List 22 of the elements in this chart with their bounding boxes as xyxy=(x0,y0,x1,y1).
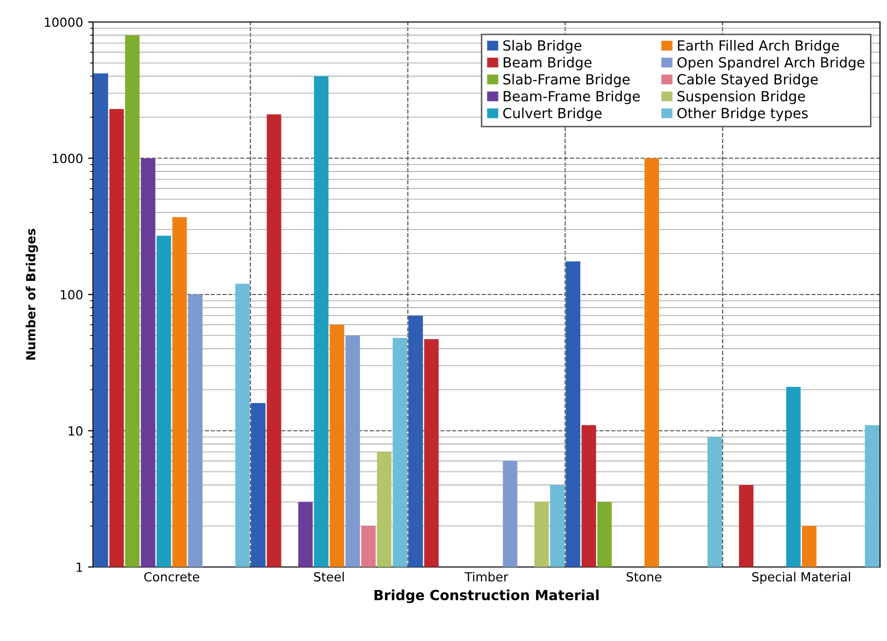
x-tick-label: Steel xyxy=(314,572,344,582)
x-tick-label: Concrete xyxy=(144,572,200,582)
legend-label: Earth Filled Arch Bridge xyxy=(678,40,839,54)
legend-label: Other Bridge types xyxy=(677,108,808,122)
x-axis-title: Bridge Construction Material xyxy=(374,590,599,604)
legend-label: Beam-Frame Bridge xyxy=(504,90,640,104)
legend-label: Slab Bridge xyxy=(503,40,582,54)
y-axis-title: Number of Bridges xyxy=(26,228,38,360)
legend-label: Culvert Bridge xyxy=(503,108,602,122)
legend-label: Suspension Bridge xyxy=(678,90,805,104)
y-tick-label: 1000 xyxy=(52,154,82,164)
y-tick-label: 10000 xyxy=(44,17,82,27)
x-tick-label: Special Material xyxy=(752,572,850,584)
x-tick-label: Stone xyxy=(626,572,662,582)
legend-label: Open Spandrel Arch Bridge xyxy=(677,56,864,70)
y-tick-label: 10 xyxy=(68,426,82,436)
legend-label: Beam Bridge xyxy=(504,56,592,70)
x-tick-label: Timber xyxy=(464,572,508,582)
legend-label: Cable Stayed Bridge xyxy=(677,74,818,88)
legend-label: Slab-Frame Bridge xyxy=(503,74,630,88)
y-tick-label: 1 xyxy=(76,562,82,572)
y-tick-label: 100 xyxy=(60,290,82,300)
